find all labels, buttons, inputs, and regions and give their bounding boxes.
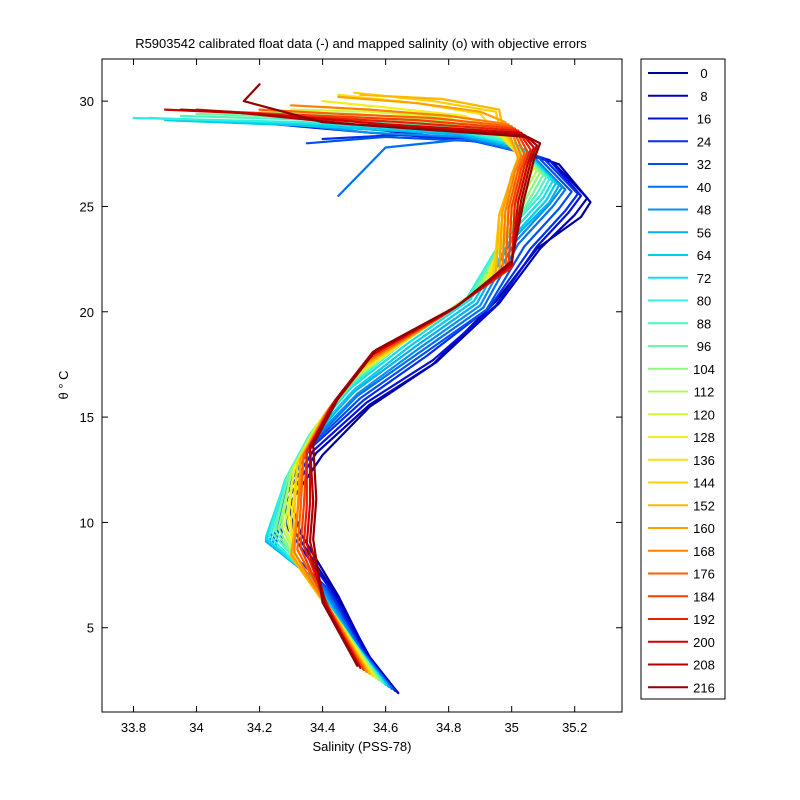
x-tick-label: 33.8: [121, 720, 146, 735]
x-tick-label: 35.2: [562, 720, 587, 735]
legend-label: 120: [693, 407, 715, 422]
legend-label: 168: [693, 544, 715, 559]
x-tick-label: 34.2: [247, 720, 272, 735]
chart-title: R5903542 calibrated float data (-) and m…: [135, 36, 587, 51]
legend-label: 160: [693, 521, 715, 536]
x-tick-label: 34.4: [310, 720, 335, 735]
legend-label: 136: [693, 453, 715, 468]
y-tick-label: 30: [80, 94, 94, 109]
legend-label: 208: [693, 658, 715, 673]
legend-label: 144: [693, 476, 715, 491]
legend-label: 80: [697, 294, 711, 309]
legend-label: 200: [693, 635, 715, 650]
legend-label: 88: [697, 316, 711, 331]
legend-items: 0 8 16 24 32 40 48 56 64 72 80 88 96 104 112 120 128 136 1…: [648, 66, 715, 695]
legend-label: 152: [693, 498, 715, 513]
y-tick-label: 5: [87, 621, 94, 636]
legend-label: 128: [693, 430, 715, 445]
legend-label: 32: [697, 157, 711, 172]
legend-label: 176: [693, 567, 715, 582]
legend: 0 8 16 24 32 40 48 56 64 72 80 88 96 104 112 120 128 136 1…: [640, 58, 726, 700]
legend-frame: [640, 58, 726, 700]
x-tick-label: 34: [189, 720, 203, 735]
x-axis-label: Salinity (PSS-78): [313, 739, 412, 754]
legend-label: 216: [693, 680, 715, 695]
legend-label: 8: [700, 89, 707, 104]
legend-label: 112: [694, 385, 715, 400]
x-tick-label: 34.8: [436, 720, 461, 735]
legend-label: 192: [693, 612, 715, 627]
x-tick-label: 35: [504, 720, 518, 735]
y-tick-label: 10: [80, 515, 94, 530]
y-tick-label: 20: [80, 305, 94, 320]
series-line-profile-216: [242, 83, 542, 667]
legend-label: 40: [697, 180, 711, 195]
legend-label: 0: [700, 66, 707, 81]
y-tick-label: 15: [80, 410, 94, 425]
legend-label: 64: [697, 248, 711, 263]
legend-label: 16: [697, 112, 711, 127]
y-axis-label: θ ° C: [56, 370, 71, 399]
x-axis-ticks: 33.8 34 34.2 34.4 34.6 34.8 35 35.2: [121, 59, 587, 735]
legend-label: 104: [693, 362, 715, 377]
legend-label: 48: [697, 203, 711, 218]
legend-label: 96: [697, 339, 711, 354]
y-tick-label: 25: [80, 199, 94, 214]
legend-label: 184: [693, 589, 715, 604]
plot-series-layer: [132, 83, 592, 695]
x-tick-label: 34.6: [373, 720, 398, 735]
legend-label: 56: [697, 225, 711, 240]
y-axis-ticks: 5 10 15 20 25 30: [80, 94, 622, 636]
axes-frame: [101, 58, 623, 713]
legend-label: 72: [697, 271, 711, 286]
legend-label: 24: [697, 134, 711, 149]
